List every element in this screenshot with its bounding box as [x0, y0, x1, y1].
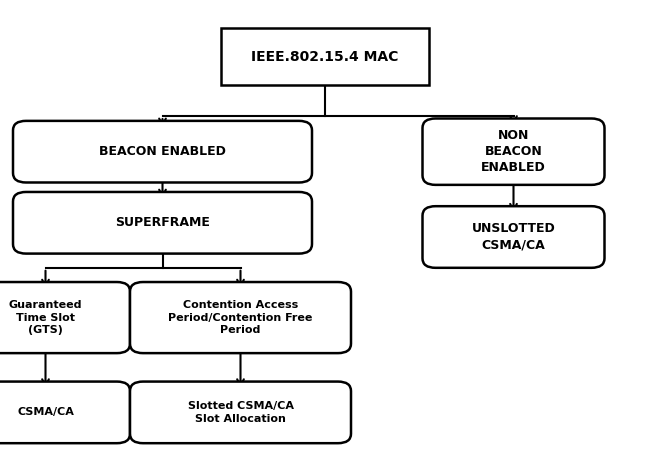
FancyBboxPatch shape	[221, 28, 429, 85]
FancyBboxPatch shape	[422, 118, 604, 185]
FancyBboxPatch shape	[130, 382, 351, 443]
FancyBboxPatch shape	[13, 121, 312, 182]
Text: Contention Access
Period/Contention Free
Period: Contention Access Period/Contention Free…	[168, 300, 313, 335]
Text: Guaranteed
Time Slot
(GTS): Guaranteed Time Slot (GTS)	[8, 300, 83, 335]
FancyBboxPatch shape	[422, 206, 604, 268]
Text: UNSLOTTED
CSMA/CA: UNSLOTTED CSMA/CA	[472, 222, 555, 252]
FancyBboxPatch shape	[130, 282, 351, 353]
Text: IEEE.802.15.4 MAC: IEEE.802.15.4 MAC	[252, 50, 398, 64]
Text: SUPERFRAME: SUPERFRAME	[115, 216, 210, 229]
Text: CSMA/CA: CSMA/CA	[17, 407, 74, 418]
Text: Slotted CSMA/CA
Slot Allocation: Slotted CSMA/CA Slot Allocation	[187, 401, 294, 424]
Text: BEACON ENABLED: BEACON ENABLED	[99, 145, 226, 158]
FancyBboxPatch shape	[0, 382, 130, 443]
FancyBboxPatch shape	[13, 192, 312, 254]
Text: NON
BEACON
ENABLED: NON BEACON ENABLED	[481, 129, 546, 174]
FancyBboxPatch shape	[0, 282, 130, 353]
